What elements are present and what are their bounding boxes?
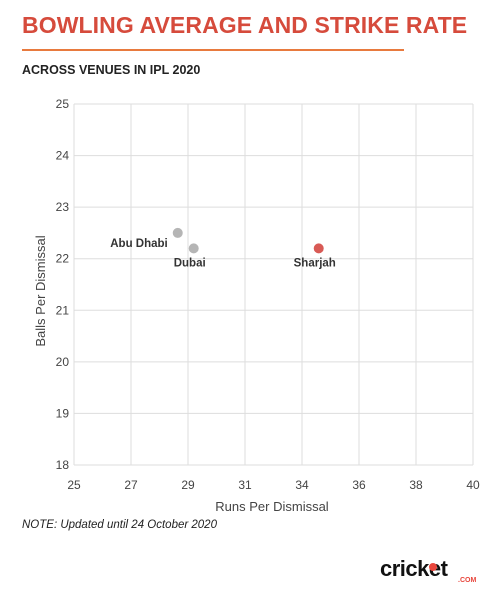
x-tick-label: 40 [466, 478, 480, 492]
data-points: Abu Dhabi Dubai Sharjah [110, 227, 336, 269]
y-tick-label: 23 [56, 200, 70, 214]
x-tick-label: 29 [181, 478, 195, 492]
y-tick-labels: 18 19 20 21 22 23 24 25 [56, 97, 70, 472]
data-point-label: Sharjah [294, 257, 336, 269]
cricket-logo: cricket .COM [380, 556, 480, 584]
chart-title: BOWLING AVERAGE AND STRIKE RATE [22, 12, 468, 38]
y-tick-label: 25 [56, 97, 70, 111]
y-tick-label: 22 [56, 252, 70, 266]
y-axis-label: Balls Per Dismissal [33, 235, 48, 346]
x-tick-label: 38 [409, 478, 423, 492]
y-tick-label: 21 [56, 303, 70, 317]
x-axis-label: Runs Per Dismissal [215, 499, 329, 514]
x-tick-label: 36 [352, 478, 366, 492]
chart-subtitle: ACROSS VENUES IN IPL 2020 [22, 63, 201, 77]
logo-wordmark: cricket [380, 556, 448, 581]
x-tick-label: 31 [238, 478, 252, 492]
x-tick-labels: 25 27 29 31 34 36 38 40 [67, 478, 480, 492]
x-tick-label: 25 [67, 478, 81, 492]
title-underline [22, 49, 404, 51]
y-tick-label: 24 [56, 149, 70, 163]
data-point [313, 243, 324, 254]
data-point-label: Abu Dhabi [110, 238, 168, 250]
y-tick-label: 19 [56, 406, 70, 420]
data-point [188, 243, 199, 254]
x-tick-label: 27 [124, 478, 138, 492]
x-tick-label: 34 [295, 478, 309, 492]
grid [73, 103, 474, 466]
logo-suffix: .COM [458, 577, 477, 584]
y-tick-label: 18 [56, 458, 70, 472]
data-point-label: Dubai [174, 257, 206, 269]
y-tick-label: 20 [56, 355, 70, 369]
footnote: NOTE: Updated until 24 October 2020 [22, 519, 217, 531]
data-point [172, 227, 183, 238]
logo-ball-icon [429, 563, 437, 571]
